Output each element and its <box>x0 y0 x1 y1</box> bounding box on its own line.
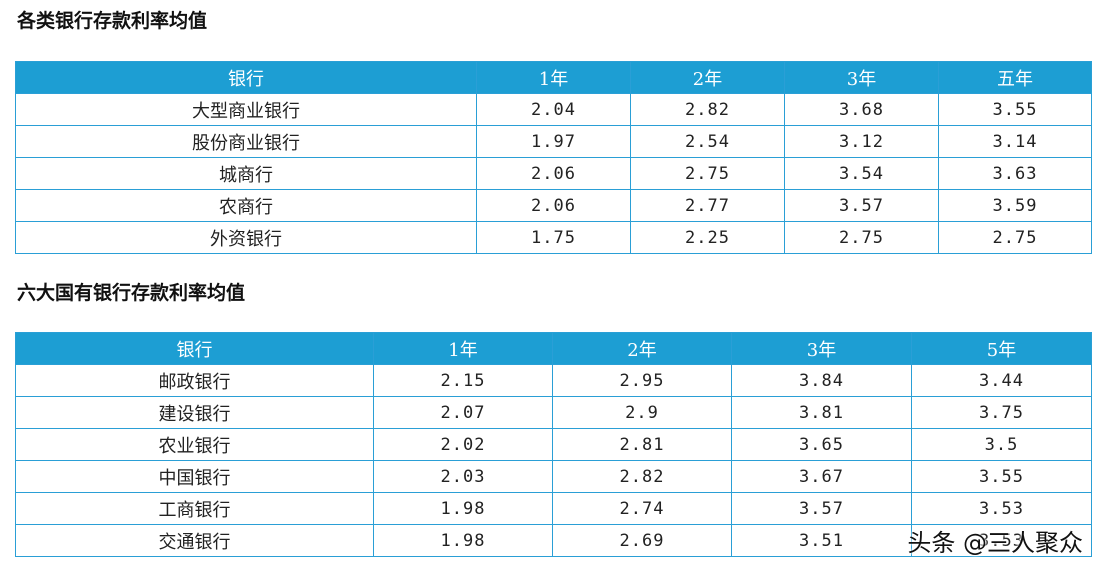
rate-cell: 1.98 <box>373 492 553 525</box>
rate-cell: 3.81 <box>731 396 912 429</box>
rate-cell: 3.57 <box>784 189 939 222</box>
rate-cell: 1.98 <box>373 524 553 557</box>
rate-cell: 2.82 <box>552 460 732 493</box>
rate-cell: 3.57 <box>731 492 912 525</box>
rate-cell: 2.75 <box>784 221 939 254</box>
rate-cell: 2.03 <box>373 460 553 493</box>
row: 建设银行 2.07 2.9 3.81 3.75 <box>15 396 1092 429</box>
rate-cell: 2.9 <box>552 396 732 429</box>
row: 外资银行 1.75 2.25 2.75 2.75 <box>15 221 1092 254</box>
bank-cell: 农商行 <box>15 189 477 222</box>
rate-table: 银行 1年 2年 3年 5年 邮政银行 2.15 2.95 3.84 3.44 建设银行 2.07 2.… <box>15 332 1092 557</box>
header-cell: 银行 <box>15 61 477 94</box>
header-row: 银行 1年 2年 3年 五年 <box>15 61 1092 94</box>
header-cell: 五年 <box>938 61 1092 94</box>
bank-cell: 大型商业银行 <box>15 93 477 126</box>
rate-cell: 2.07 <box>373 396 553 429</box>
bank-cell: 农业银行 <box>15 428 374 461</box>
rate-cell: 2.54 <box>630 125 785 158</box>
header-cell: 1年 <box>476 61 631 94</box>
bank-cell: 建设银行 <box>15 396 374 429</box>
bank-cell: 外资银行 <box>15 221 477 254</box>
rate-cell: 3.51 <box>731 524 912 557</box>
rate-cell: 3.53 <box>911 492 1092 525</box>
rate-cell: 2.77 <box>630 189 785 222</box>
rate-cell: 1.75 <box>476 221 631 254</box>
row: 邮政银行 2.15 2.95 3.84 3.44 <box>15 364 1092 397</box>
rate-cell: 2.81 <box>552 428 732 461</box>
rate-cell: 3.67 <box>731 460 912 493</box>
row: 股份商业银行 1.97 2.54 3.12 3.14 <box>15 125 1092 158</box>
rate-cell: 2.74 <box>552 492 732 525</box>
row: 城商行 2.06 2.75 3.54 3.63 <box>15 157 1092 190</box>
rate-cell: 2.69 <box>552 524 732 557</box>
table-title: 各类银行存款利率均值 <box>17 10 208 32</box>
rate-cell: 3.55 <box>911 460 1092 493</box>
rate-cell: 2.95 <box>552 364 732 397</box>
rate-cell: 3.84 <box>731 364 912 397</box>
rate-cell: 2.04 <box>476 93 631 126</box>
bank-cell: 股份商业银行 <box>15 125 477 158</box>
rate-cell: 3.75 <box>911 396 1092 429</box>
header-cell: 1年 <box>373 332 553 365</box>
rate-cell: 2.15 <box>373 364 553 397</box>
header-cell: 2年 <box>630 61 785 94</box>
bank-cell: 工商银行 <box>15 492 374 525</box>
table-title: 六大国有银行存款利率均值 <box>17 282 246 304</box>
row: 交通银行 1.98 2.69 3.51 3.53 <box>15 524 1092 557</box>
rate-cell: 3.14 <box>938 125 1092 158</box>
rate-cell: 1.97 <box>476 125 631 158</box>
row: 农业银行 2.02 2.81 3.65 3.5 <box>15 428 1092 461</box>
header-row: 银行 1年 2年 3年 5年 <box>15 332 1092 365</box>
rate-cell: 3.63 <box>938 157 1092 190</box>
header-cell: 银行 <box>15 332 374 365</box>
row: 工商银行 1.98 2.74 3.57 3.53 <box>15 492 1092 525</box>
header-cell: 3年 <box>731 332 912 365</box>
rate-cell: 3.53 <box>911 524 1092 557</box>
bank-cell: 中国银行 <box>15 460 374 493</box>
rate-cell: 2.82 <box>630 93 785 126</box>
rate-cell: 3.12 <box>784 125 939 158</box>
rate-cell: 2.06 <box>476 157 631 190</box>
rate-cell: 3.59 <box>938 189 1092 222</box>
rate-cell: 2.75 <box>938 221 1092 254</box>
rate-cell: 3.5 <box>911 428 1092 461</box>
rate-cell: 3.68 <box>784 93 939 126</box>
row: 农商行 2.06 2.77 3.57 3.59 <box>15 189 1092 222</box>
rate-cell: 3.54 <box>784 157 939 190</box>
rate-table: 银行 1年 2年 3年 五年 大型商业银行 2.04 2.82 3.68 3.55 股份商业银行 1.… <box>15 61 1092 254</box>
bank-cell: 交通银行 <box>15 524 374 557</box>
rate-cell: 3.65 <box>731 428 912 461</box>
rate-cell: 2.75 <box>630 157 785 190</box>
rate-cell: 2.25 <box>630 221 785 254</box>
bank-cell: 邮政银行 <box>15 364 374 397</box>
rate-cell: 3.44 <box>911 364 1092 397</box>
rate-cell: 2.06 <box>476 189 631 222</box>
rate-cell: 2.02 <box>373 428 553 461</box>
header-cell: 5年 <box>911 332 1092 365</box>
row: 中国银行 2.03 2.82 3.67 3.55 <box>15 460 1092 493</box>
header-cell: 2年 <box>552 332 732 365</box>
header-cell: 3年 <box>784 61 939 94</box>
bank-cell: 城商行 <box>15 157 477 190</box>
watermark: 头条 @三人聚众 <box>907 529 1083 557</box>
row: 大型商业银行 2.04 2.82 3.68 3.55 <box>15 93 1092 126</box>
rate-cell: 3.55 <box>938 93 1092 126</box>
